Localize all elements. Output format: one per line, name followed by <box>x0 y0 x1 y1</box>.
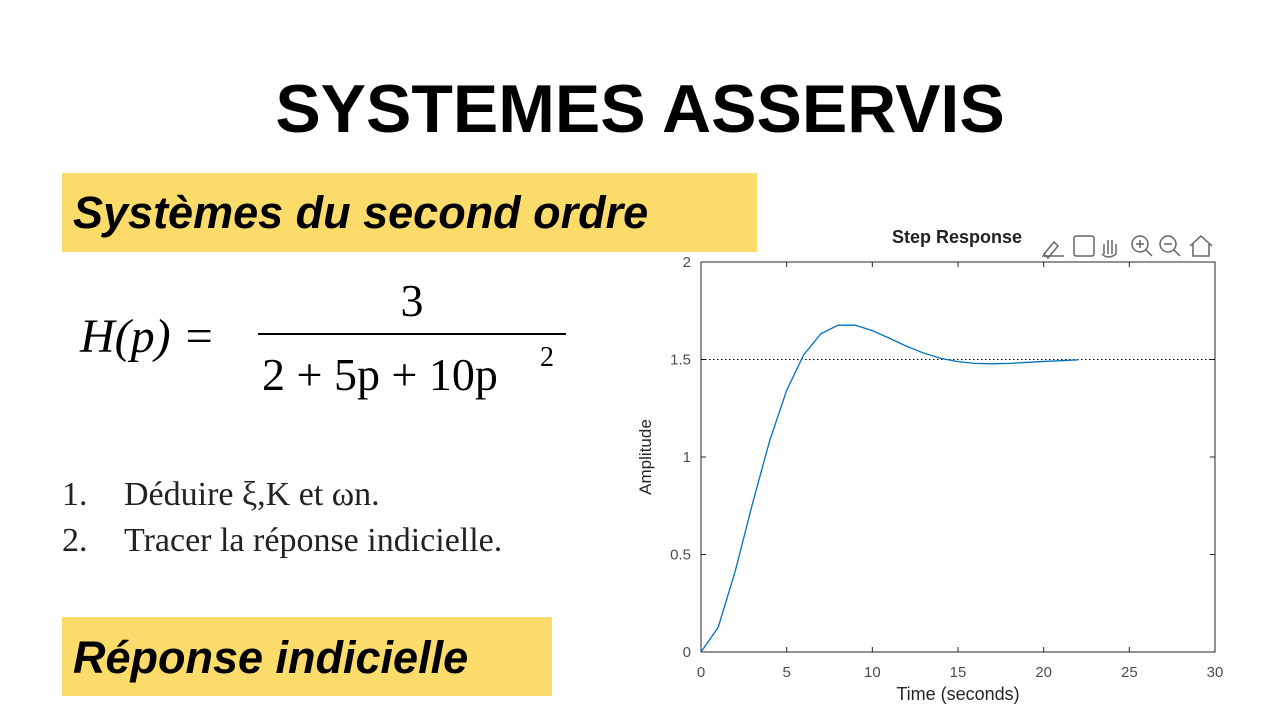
toolbar-icon[interactable] <box>1073 235 1095 257</box>
section-highlight <box>62 617 552 696</box>
toolbar-icon[interactable] <box>1159 235 1177 253</box>
page-title: SYSTEMES ASSERVIS <box>275 71 1004 147</box>
toolbar-icon[interactable] <box>1101 240 1117 258</box>
y-tick-label: 1 <box>683 449 691 466</box>
plot-area <box>700 261 1216 653</box>
y-axis-label: Amplitude <box>636 419 655 495</box>
y-tick-label: 0.5 <box>670 547 691 564</box>
section-heading: Systèmes du second ordre <box>73 187 648 238</box>
x-tick-label: 5 <box>782 664 790 681</box>
y-tick-label: 1.5 <box>670 352 691 369</box>
x-tick-label: 30 <box>1207 664 1224 681</box>
x-tick-label: 0 <box>697 664 705 681</box>
y-tick-label: 0 <box>683 644 691 661</box>
step-response-line <box>700 324 1078 653</box>
y-tick-label: 2 <box>683 254 691 271</box>
question-number: 1. <box>62 476 88 513</box>
formula-lhs: H(p) = <box>79 310 215 363</box>
chart-title: Step Response <box>892 227 1022 247</box>
question-number: 2. <box>62 522 88 559</box>
section-heading: Réponse indicielle <box>73 632 468 683</box>
section-highlight <box>62 173 757 252</box>
plot-toolbar <box>1042 234 1213 260</box>
toolbar-icon[interactable] <box>1189 234 1213 257</box>
x-tick-label: 15 <box>950 664 967 681</box>
question-text: Déduire ξ,K et ωn. <box>124 476 380 513</box>
toolbar-icon[interactable] <box>1131 235 1149 253</box>
formula-denominator: 2 + 5p + 10p <box>262 349 498 400</box>
formula-numerator: 3 <box>401 275 424 326</box>
formula-exponent: 2 <box>540 342 554 373</box>
x-axis-label: Time (seconds) <box>896 684 1019 704</box>
toolbar-icon[interactable] <box>1042 240 1064 260</box>
x-tick-label: 20 <box>1035 664 1052 681</box>
question-text: Tracer la réponse indicielle. <box>124 522 502 559</box>
x-tick-label: 25 <box>1121 664 1138 681</box>
x-tick-label: 10 <box>864 664 881 681</box>
